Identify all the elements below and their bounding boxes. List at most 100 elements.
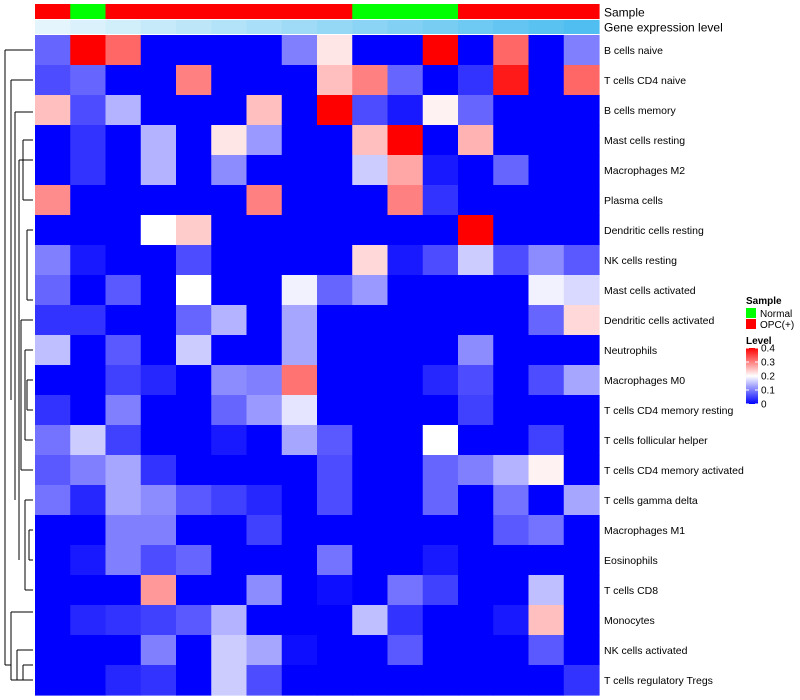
heatmap-cell <box>493 185 530 216</box>
heatmap-cell <box>70 365 107 396</box>
heatmap-cell <box>458 665 494 696</box>
heatmap-cell <box>493 575 530 606</box>
heatmap-cell <box>528 335 565 366</box>
heatmap-cell <box>422 605 459 636</box>
heatmap-cell <box>35 365 71 396</box>
sample-annotation-cell <box>176 4 212 19</box>
heatmap-cell <box>35 155 71 186</box>
sample-annotation-cell <box>387 4 424 19</box>
heatmap-cell <box>105 65 142 96</box>
heatmap-cell <box>140 605 177 636</box>
heatmap-cell <box>140 155 177 186</box>
heatmap-cell <box>35 215 71 246</box>
heatmap-cell <box>246 245 283 276</box>
heatmap-cell <box>458 605 494 636</box>
heatmap-cell <box>140 35 177 66</box>
heatmap-cell <box>35 95 71 126</box>
heatmap-cell <box>458 245 494 276</box>
heatmap-cell <box>352 155 389 186</box>
heatmap-cell <box>528 665 565 696</box>
heatmap-cell <box>105 215 142 246</box>
heatmap-cell <box>387 575 424 606</box>
heatmap-cell <box>105 395 142 426</box>
heatmap-cell <box>352 35 389 66</box>
heatmap-cell <box>140 485 177 516</box>
row-label: T cells gamma delta <box>604 495 698 507</box>
sample-annotation-cell <box>105 4 142 19</box>
heatmap-cell <box>211 365 248 396</box>
expression-annotation-cell <box>70 20 107 34</box>
heatmap-cell <box>105 275 142 306</box>
heatmap-cell <box>176 515 212 546</box>
heatmap-cell <box>211 545 248 576</box>
heatmap-cell <box>422 425 459 456</box>
heatmap-cell <box>387 35 424 66</box>
heatmap-cell <box>387 515 424 546</box>
heatmap-cell <box>281 545 318 576</box>
heatmap-cell <box>422 245 459 276</box>
heatmap-cell <box>458 155 494 186</box>
heatmap-cell <box>211 515 248 546</box>
heatmap-cell <box>352 395 389 426</box>
sample-annotation-cell <box>458 4 494 19</box>
heatmap-cell <box>317 515 353 546</box>
heatmap-cell <box>246 155 283 186</box>
legend-swatch-opc <box>746 319 756 329</box>
heatmap-cell <box>211 635 248 666</box>
heatmap-cell <box>352 575 389 606</box>
heatmap-cell <box>246 545 283 576</box>
row-label: NK cells activated <box>604 645 688 657</box>
heatmap-cell <box>563 335 600 366</box>
heatmap-cell <box>140 125 177 156</box>
heatmap-cell <box>35 65 71 96</box>
heatmap-cell <box>422 395 459 426</box>
heatmap-cell <box>563 65 600 96</box>
heatmap-cell <box>458 515 494 546</box>
heatmap-cell <box>211 275 248 306</box>
heatmap-cell <box>317 485 353 516</box>
heatmap-cell <box>176 365 212 396</box>
legend-level-title: Level <box>746 336 772 347</box>
heatmap-cell <box>105 305 142 336</box>
heatmap-cell <box>563 245 600 276</box>
row-label: Monocytes <box>604 615 655 627</box>
heatmap-cell <box>246 575 283 606</box>
sample-annotation-cell <box>528 4 565 19</box>
heatmap-cell <box>563 545 600 576</box>
heatmap-cell <box>458 395 494 426</box>
heatmap-cell <box>281 515 318 546</box>
expression-annotation-cell <box>352 20 389 34</box>
heatmap-cell <box>528 635 565 666</box>
heatmap-cell <box>422 185 459 216</box>
heatmap-cell <box>317 65 353 96</box>
heatmap-cell <box>70 665 107 696</box>
heatmap-cell <box>352 545 389 576</box>
heatmap-cell <box>528 605 565 636</box>
heatmap-cell <box>458 485 494 516</box>
heatmap-cell <box>105 485 142 516</box>
heatmap-cell <box>458 305 494 336</box>
heatmap-cell <box>317 605 353 636</box>
heatmap-cell <box>422 635 459 666</box>
heatmap-cell <box>211 35 248 66</box>
heatmap-cell <box>352 95 389 126</box>
heatmap-cell <box>211 395 248 426</box>
heatmap-cell <box>387 665 424 696</box>
heatmap-cell <box>70 395 107 426</box>
heatmap-cell <box>246 275 283 306</box>
heatmap-cell <box>422 545 459 576</box>
heatmap-cell <box>563 155 600 186</box>
heatmap-cell <box>352 275 389 306</box>
heatmap-cell <box>493 635 530 666</box>
row-label: T cells regulatory Tregs <box>604 675 713 687</box>
heatmap-cell <box>105 95 142 126</box>
sample-track-label: Sample <box>604 6 645 20</box>
row-label: T cells CD4 naive <box>604 75 686 87</box>
heatmap-cell <box>563 575 600 606</box>
heatmap-cell <box>176 215 212 246</box>
row-label: T cells CD8 <box>604 585 658 597</box>
heatmap-cell <box>70 305 107 336</box>
heatmap-cell <box>211 155 248 186</box>
heatmap-cell <box>176 125 212 156</box>
heatmap-cell <box>528 395 565 426</box>
